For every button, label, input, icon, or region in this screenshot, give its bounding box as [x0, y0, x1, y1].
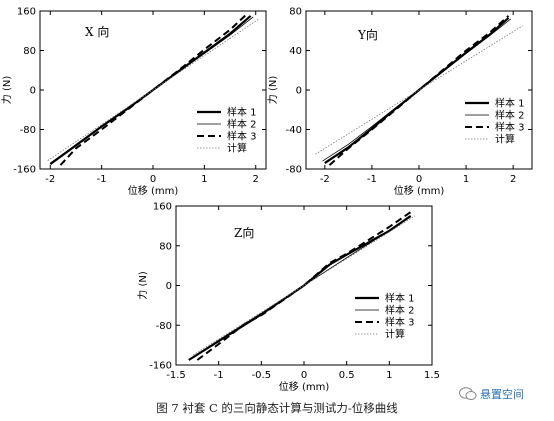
- x-axis-label: 位移 (mm): [128, 184, 179, 197]
- x-tick-label: -0.5: [252, 370, 272, 381]
- legend-label: 样本 1: [495, 97, 525, 110]
- legend-label: 样本 3: [385, 316, 415, 329]
- x-tick-label: 0: [416, 174, 422, 185]
- x-tick-label: 1: [386, 370, 392, 381]
- legend-label: 样本 2: [495, 109, 525, 122]
- y-tick-label: 80: [289, 7, 302, 18]
- legend-label: 样本 2: [227, 118, 257, 131]
- legend-label: 样本 3: [495, 121, 525, 134]
- legend: 样本 1样本 2样本 3计算: [197, 106, 257, 155]
- y-tick-label: 80: [159, 241, 172, 252]
- y-tick-label: 40: [289, 46, 302, 57]
- wechat-icon: [459, 387, 477, 400]
- y-tick-label: 160: [153, 202, 172, 213]
- x-tick-label: -2: [45, 174, 55, 185]
- x-tick-label: 1: [201, 174, 207, 185]
- y-axis-label: 力 (N): [136, 271, 149, 300]
- x-tick-label: 0.5: [339, 370, 355, 381]
- y-tick-label: -80: [286, 165, 302, 176]
- legend: 样本 1样本 2样本 3计算: [465, 97, 525, 146]
- series-line: [328, 15, 510, 166]
- y-tick-label: -80: [20, 125, 36, 136]
- legend: 样本 1样本 2样本 3计算: [355, 292, 415, 341]
- x-tick-label: -1: [214, 370, 224, 381]
- y-tick-label: 0: [296, 86, 302, 97]
- figure-caption: 图 7 衬套 C 的三向静态计算与测试力-位移曲线: [156, 401, 398, 415]
- y-tick-label: 160: [17, 7, 36, 18]
- y-tick-label: 0: [30, 86, 36, 97]
- panel-title: Y向: [357, 27, 378, 42]
- legend-label: 计算: [385, 328, 405, 341]
- series-line: [192, 216, 411, 358]
- watermark-text: 悬置空间: [480, 388, 524, 401]
- y-axis-label: 力 (N): [0, 76, 13, 105]
- x-tick-label: 1: [463, 174, 469, 185]
- legend-label: 计算: [495, 133, 515, 146]
- x-axis-label: 位移 (mm): [279, 380, 330, 393]
- x-tick-label: 2: [510, 174, 516, 185]
- x-tick-label: 0: [150, 174, 156, 185]
- x-tick-label: -1: [97, 174, 107, 185]
- y-tick-label: -80: [156, 321, 172, 332]
- series-line: [59, 12, 249, 166]
- y-axis-label: 力 (N): [266, 76, 279, 105]
- x-tick-label: -1.5: [166, 370, 186, 381]
- y-tick-label: 80: [23, 46, 36, 57]
- legend-label: 样本 1: [227, 106, 257, 119]
- y-tick-label: -160: [13, 165, 36, 176]
- x-tick-label: 1.5: [424, 370, 440, 381]
- legend-label: 计算: [227, 142, 247, 155]
- x-tick-label: 2: [253, 174, 259, 185]
- series-line: [47, 19, 259, 161]
- x-tick-label: -1: [367, 174, 377, 185]
- chart-panel-3: -1.5 -1 -0.5 0 0.5 1 1.5 -160 -80 0 80 160 位移 (mm) 力 …: [136, 202, 440, 394]
- legend-label: 样本 3: [227, 130, 257, 143]
- series-line: [196, 211, 412, 361]
- legend-label: 样本 1: [385, 292, 415, 305]
- panel-title: Z向: [234, 225, 254, 240]
- y-tick-label: 0: [166, 281, 172, 292]
- x-axis-label: 位移 (mm): [394, 184, 445, 197]
- legend-label: 样本 2: [385, 304, 415, 317]
- y-tick-label: -160: [149, 361, 172, 372]
- y-tick-label: -40: [286, 125, 302, 136]
- watermark: 悬置空间: [459, 386, 524, 402]
- x-tick-label: -2: [320, 174, 330, 185]
- x-tick-label: 0: [301, 370, 307, 381]
- panel-title: X 向: [85, 24, 109, 39]
